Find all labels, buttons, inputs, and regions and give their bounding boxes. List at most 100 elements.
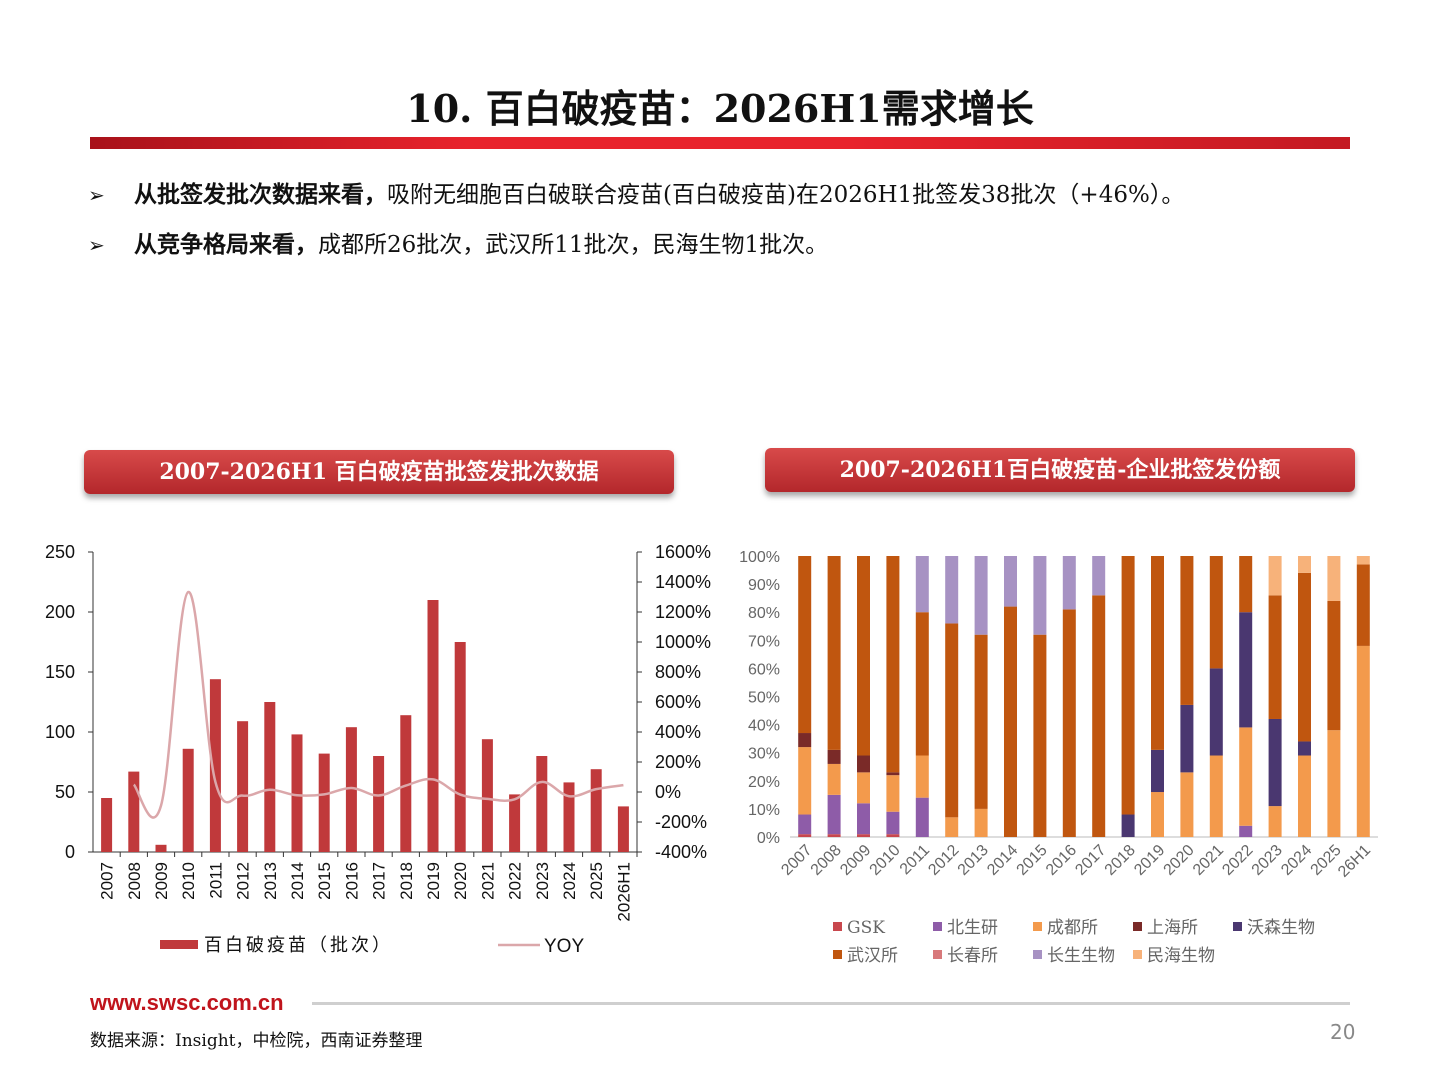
- chart2-bar-segment: [798, 747, 812, 815]
- footer-url-link[interactable]: www.swsc.com.cn: [90, 990, 284, 1015]
- chart1-x-tick-label: 2008: [125, 862, 144, 900]
- chart1-x-tick-label: 2017: [370, 862, 389, 900]
- chart1-bar: [454, 642, 466, 852]
- chart2-bar-segment: [1209, 556, 1223, 669]
- chart2-y-tick-label: 60%: [748, 661, 780, 678]
- chart2-bar-segment: [1327, 556, 1341, 601]
- chart2-bar-segment: [945, 556, 959, 624]
- chart2-bar-segment: [1268, 556, 1282, 596]
- chart1-x-tick-label: 2026H1: [614, 862, 633, 922]
- chart1-x-tick-label: 2022: [506, 862, 525, 900]
- chart2-y-tick-label: 40%: [748, 718, 780, 735]
- page-number: 20: [1330, 1020, 1356, 1044]
- chart1-bar: [182, 748, 194, 852]
- bullet-lead: 从竞争格局来看，: [134, 231, 318, 258]
- chart1-x-tick-label: 2020: [451, 862, 470, 900]
- chart2-x-tick-label: 2007: [778, 842, 815, 879]
- chart2-bar-segment: [1356, 556, 1370, 565]
- chart1-bar: [101, 798, 113, 852]
- chart2-bar-segment: [915, 755, 929, 798]
- chart1-x-tick-label: 2009: [152, 862, 171, 900]
- chart2-bar-segment: [1239, 612, 1253, 728]
- chart2-bar-segment: [1209, 668, 1223, 756]
- chart2-bar-segment: [857, 834, 870, 837]
- chart1-bar: [237, 721, 249, 852]
- chart2-legend-label: 北生研: [947, 918, 998, 938]
- chart2-bar-segment: [1298, 556, 1311, 573]
- chart2-x-tick-label: 2024: [1278, 842, 1315, 879]
- chart1-x-tick-label: 2019: [424, 862, 443, 900]
- chart1-x-tick-label: 2010: [179, 862, 198, 900]
- chart1-x-tick-label: 2021: [478, 862, 497, 900]
- chart2-legend-swatch: [833, 950, 842, 959]
- chart2-bar-segment: [886, 775, 900, 812]
- chart2-bar-segment: [974, 556, 988, 635]
- chart2-bar-segment: [1327, 600, 1341, 731]
- chart1-right-tick-label: 800%: [655, 662, 701, 682]
- chart2-bar-segment: [1092, 556, 1106, 596]
- footer-divider: [312, 1002, 1350, 1005]
- chart2-bar-segment: [1268, 806, 1282, 837]
- chart2-bar-segment: [1356, 645, 1370, 837]
- source-note: 数据来源：Insight，中检院，西南证券整理: [90, 1031, 423, 1051]
- chart2-x-tick-label: 26H1: [1335, 842, 1374, 881]
- chart1-bar: [563, 782, 575, 852]
- chart1-x-tick-label: 2025: [587, 862, 606, 900]
- chart2-y-tick-label: 50%: [748, 690, 780, 707]
- chart2-legend-label: GSK: [847, 918, 885, 938]
- chart2-bar-segment: [857, 755, 870, 773]
- chart2-legend-swatch: [933, 950, 942, 959]
- chart1-right-tick-label: 0%: [655, 782, 681, 802]
- chart1-right-tick-label: 400%: [655, 722, 701, 742]
- chart2-bar-segment: [1180, 556, 1194, 705]
- chart2-bar-segment: [1327, 730, 1341, 837]
- chart2-legend-swatch: [1133, 950, 1142, 959]
- chart2-bar-segment: [1151, 792, 1164, 837]
- chart2-x-tick-label: 2018: [1102, 842, 1139, 879]
- chart1-right-tick-label: -200%: [655, 812, 707, 832]
- chart2-title-banner: 2007-2026H1百白破疫苗-企业批签发份额: [765, 448, 1355, 492]
- chart2-x-tick-label: 2021: [1190, 842, 1227, 879]
- chart2-bar-segment: [1298, 572, 1311, 742]
- chart1-left-tick-label: 100: [45, 722, 75, 742]
- chart2-bar-segment: [945, 623, 959, 818]
- chart2-bar-segment: [1209, 755, 1223, 837]
- title-underline-bar: [90, 137, 1350, 149]
- chart2-x-tick-label: 2009: [837, 842, 874, 879]
- chart1-left-tick-label: 0: [65, 842, 75, 862]
- chart2-bar-segment: [1180, 772, 1194, 837]
- chart2-legend-swatch: [1033, 922, 1042, 931]
- chart2-bar-segment: [827, 749, 841, 764]
- chart2-bar-segment: [1151, 556, 1164, 750]
- chart2-legend-label: 上海所: [1147, 918, 1198, 938]
- chart2-bar-segment: [1180, 704, 1194, 773]
- chart1-title-banner: 2007-2026H1 百白破疫苗批签发批次数据: [84, 450, 674, 494]
- chart2-bar-segment: [915, 612, 929, 756]
- chart2-x-tick-label: 2020: [1161, 842, 1198, 879]
- chart1-right-tick-label: 1600%: [655, 542, 711, 562]
- chart2-y-tick-label: 0%: [757, 830, 780, 847]
- chart1-x-tick-label: 2011: [206, 862, 225, 899]
- chart1-bar: [427, 600, 439, 852]
- chart2-x-tick-label: 2012: [925, 842, 962, 879]
- chart2-x-tick-label: 2013: [955, 842, 992, 879]
- chart2-bar-segment: [827, 556, 841, 750]
- chart2-x-tick-label: 2010: [867, 842, 904, 879]
- chart2-bar-segment: [1062, 609, 1076, 837]
- chart2-bar-segment: [798, 834, 812, 837]
- chart1-legend-line-label: YOY: [544, 936, 584, 957]
- chart2-bar-segment: [1121, 814, 1135, 837]
- chart2-x-tick-label: 2015: [1014, 842, 1051, 879]
- chart2-bar-segment: [915, 797, 929, 837]
- chart2-bar-segment: [1033, 634, 1047, 837]
- chart1-bar: [536, 756, 548, 852]
- chart2-y-tick-label: 80%: [748, 605, 780, 622]
- chart1-x-tick-label: 2016: [342, 862, 361, 900]
- chart2-y-tick-label: 10%: [748, 802, 780, 819]
- chart2-bar-segment: [1268, 718, 1282, 807]
- chart2-bar-segment: [886, 556, 900, 773]
- chart1-x-tick-label: 2015: [315, 862, 334, 900]
- chart2-x-tick-label: 2023: [1249, 842, 1286, 879]
- chart1-yoy-line: [132, 590, 624, 819]
- chart2-bar-segment: [1062, 556, 1076, 610]
